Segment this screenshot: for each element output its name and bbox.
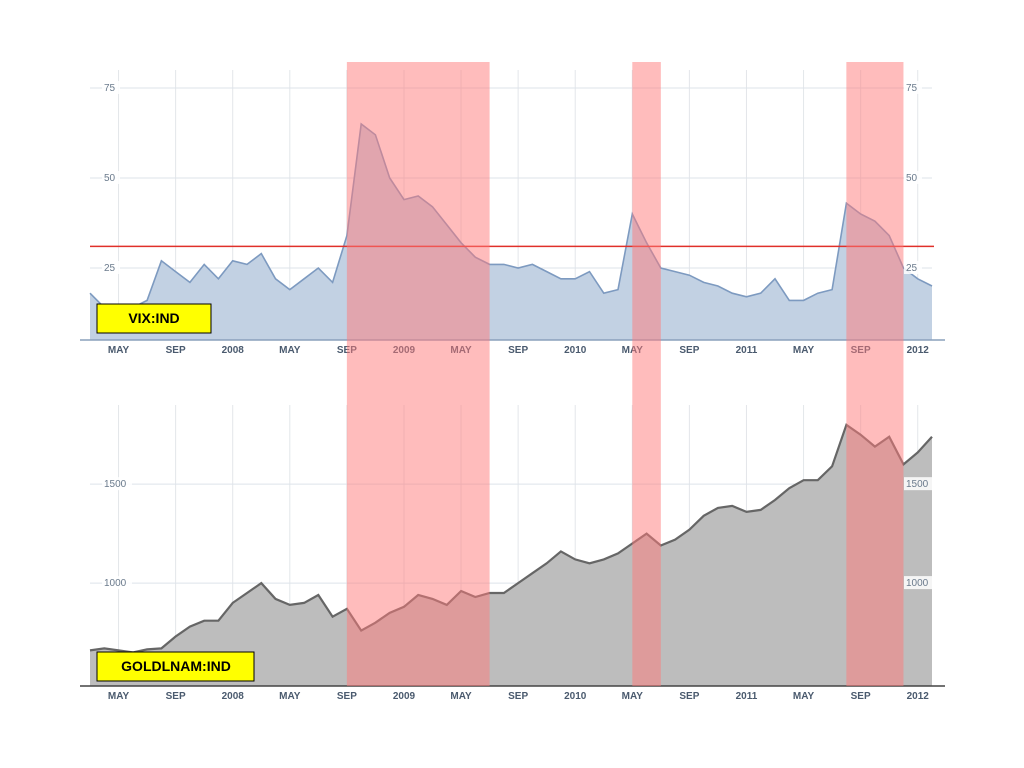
gold-legend-label: GOLDLNAM:IND — [96, 651, 255, 682]
y-tick-label: 75 — [906, 83, 918, 94]
x-tick-label: MAY — [622, 691, 644, 702]
y-tick-label: 50 — [906, 173, 918, 184]
x-tick-label: 2008 — [222, 691, 245, 702]
x-tick-label: SEP — [508, 691, 528, 702]
y-tick-label: 75 — [104, 83, 116, 94]
x-tick-label: SEP — [166, 345, 186, 356]
x-tick-label: MAY — [793, 691, 815, 702]
x-tick-label: 2009 — [393, 691, 416, 702]
x-tick-label: 2011 — [736, 345, 758, 356]
x-tick-label: 2012 — [907, 691, 930, 702]
x-tick-label: SEP — [851, 691, 871, 702]
x-tick-label: MAY — [450, 691, 472, 702]
y-tick-label-bg — [904, 576, 934, 590]
y-tick-label-bg — [904, 171, 922, 184]
gold-x-axis: MAY SEP 2008 MAY SEP 2009 MAY SEP 2010 MAY SEP 2011… — [108, 691, 929, 702]
x-tick-label: 2008 — [222, 345, 245, 356]
highlight-band — [346, 62, 490, 686]
y-tick-label-bg — [102, 81, 120, 94]
highlight-band — [846, 62, 904, 686]
y-tick-label: 25 — [906, 263, 918, 274]
x-tick-label: MAY — [108, 345, 130, 356]
highlight-bands — [346, 62, 904, 686]
x-tick-label: SEP — [337, 691, 357, 702]
y-tick-label: 25 — [104, 263, 116, 274]
x-tick-label: SEP — [679, 691, 699, 702]
y-tick-label: 1000 — [104, 578, 127, 589]
gold-label-text: GOLDLNAM:IND — [121, 658, 231, 674]
y-tick-label-bg — [904, 477, 934, 491]
y-tick-label-bg — [102, 261, 120, 274]
x-tick-label: MAY — [793, 345, 815, 356]
highlight-band — [632, 62, 661, 686]
vix-label-text: VIX:IND — [128, 310, 179, 326]
x-tick-label: SEP — [166, 691, 186, 702]
gold-y-axis: 1000 1000 1500 1500 — [102, 477, 934, 590]
vix-x-axis: MAYSEP2008MAYSEP2009MAYSEP2010MAYSEP2011… — [108, 345, 929, 356]
x-tick-label: 2010 — [564, 345, 587, 356]
vix-label-box — [96, 303, 212, 334]
y-tick-label-bg — [102, 171, 120, 184]
y-tick-label-bg — [102, 576, 132, 590]
x-tick-label: 2012 — [907, 345, 930, 356]
vix-legend-label: VIX:IND — [96, 303, 212, 334]
x-tick-label: 2011 — [736, 691, 758, 702]
y-tick-label: 1500 — [104, 479, 127, 490]
x-tick-label: 2010 — [564, 691, 587, 702]
y-tick-label-bg — [904, 261, 922, 274]
vix-area — [90, 124, 932, 340]
x-tick-label: MAY — [279, 345, 301, 356]
x-tick-label: SEP — [679, 345, 699, 356]
y-tick-label: 1500 — [906, 479, 929, 490]
y-tick-label-bg — [904, 81, 922, 94]
x-tick-label: MAY — [108, 691, 130, 702]
vix-line — [89, 122, 933, 313]
x-tick-label: SEP — [508, 345, 528, 356]
x-tick-label: MAY — [279, 691, 301, 702]
y-tick-label: 50 — [104, 173, 116, 184]
gold-area — [90, 424, 932, 686]
gold-line — [89, 423, 933, 654]
y-tick-label-bg — [102, 477, 132, 491]
vix-y-axis: 25 25 50 50 75 75 — [102, 81, 922, 274]
gold-label-box — [96, 651, 255, 682]
y-tick-label: 1000 — [906, 578, 929, 589]
